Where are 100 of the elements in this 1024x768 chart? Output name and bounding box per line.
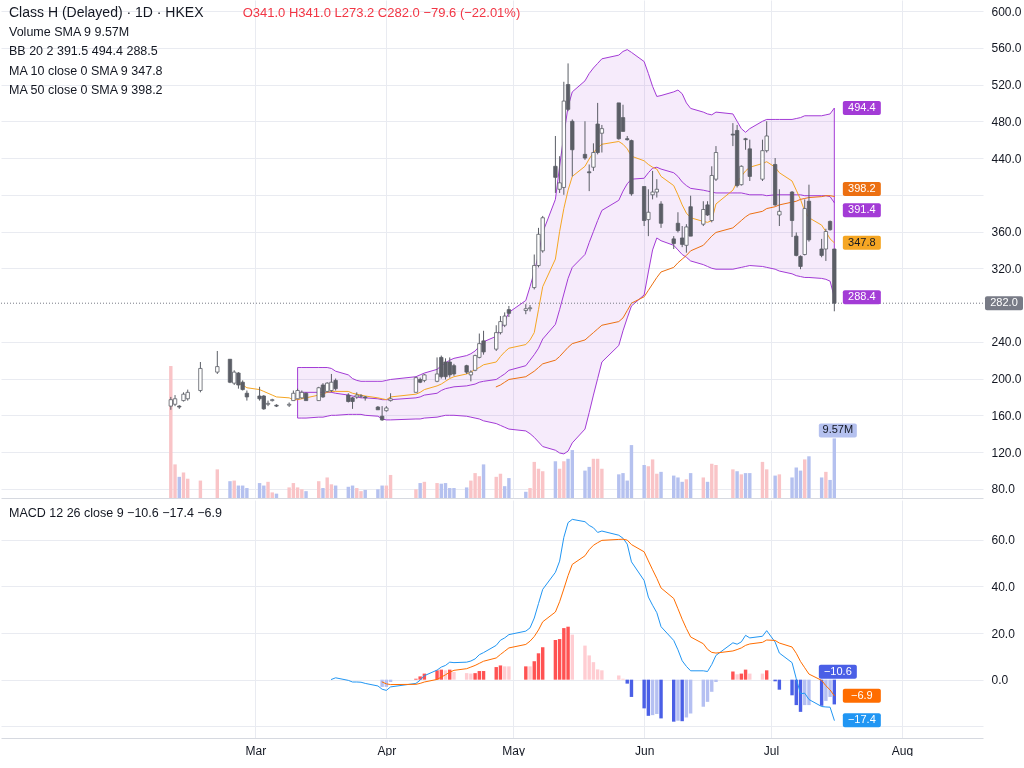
bar — [464, 487, 469, 498]
data-label: −10.6 — [823, 664, 852, 677]
bar — [304, 491, 308, 498]
y-tick-label: 560.0 — [991, 41, 1022, 56]
bar — [587, 466, 591, 498]
bar — [731, 469, 735, 498]
bar — [819, 477, 824, 498]
bar — [464, 673, 469, 680]
candlestick — [646, 188, 651, 237]
bar — [266, 481, 270, 498]
y-tick-label: 200.0 — [991, 372, 1022, 387]
bar — [583, 470, 587, 498]
bar — [676, 679, 680, 721]
data-label: −17.4 — [847, 713, 876, 726]
x-tick-label: Jul — [763, 743, 780, 758]
y-tick-label: 0.0 — [991, 673, 1009, 688]
y-tick-label: 360.0 — [991, 225, 1022, 240]
bar — [502, 666, 507, 680]
line-series — [495, 195, 835, 388]
bar — [435, 483, 439, 498]
data-label: −6.9 — [850, 688, 873, 701]
x-tick-label: Mar — [245, 743, 267, 758]
bar — [680, 679, 684, 722]
annotation: MA 50 close 0 SMA 9 398.2 — [9, 83, 163, 98]
candlestick — [481, 330, 486, 356]
candlestick — [599, 124, 604, 154]
x-tick-label: Jun — [634, 743, 655, 758]
bar — [676, 477, 680, 498]
candlestick — [582, 120, 588, 161]
y-tick-label: 160.0 — [991, 408, 1022, 423]
bar — [414, 489, 418, 498]
y-tick-label: 20.0 — [991, 626, 1016, 641]
annotation: BB 20 2 391.5 494.4 288.5 — [9, 44, 158, 59]
bar — [617, 675, 621, 680]
bar — [524, 491, 528, 498]
bar — [481, 671, 486, 680]
candlestick — [701, 200, 706, 227]
bar — [524, 666, 528, 680]
data-label: 391.4 — [848, 203, 876, 216]
bar — [731, 671, 735, 680]
candlestick — [329, 373, 334, 393]
bar — [701, 477, 706, 498]
bar — [380, 485, 384, 498]
bar — [477, 671, 482, 680]
bar — [680, 481, 684, 498]
bar — [655, 679, 659, 714]
data-label: 398.2 — [848, 181, 876, 194]
bar — [473, 473, 477, 498]
bar — [621, 473, 625, 498]
ref-line-label: 282.0 — [990, 296, 1018, 309]
bar — [659, 679, 663, 719]
candlestick — [680, 225, 685, 248]
bar — [528, 666, 532, 680]
y-tick-label: 40.0 — [991, 579, 1016, 594]
bar — [469, 673, 473, 680]
annotation: 494.4 — [848, 101, 876, 114]
candlestick — [443, 357, 448, 380]
candlestick — [447, 356, 452, 379]
y-tick-label: 240.0 — [991, 335, 1022, 350]
y-tick-label: 120.0 — [991, 445, 1022, 460]
bar — [376, 489, 380, 498]
bar — [507, 478, 511, 498]
bar — [773, 475, 777, 498]
bar — [359, 491, 363, 498]
annotation: 288.4 — [848, 290, 876, 303]
bar — [300, 489, 304, 498]
y-tick-label: 600.0 — [991, 4, 1022, 19]
data-label: 347.8 — [848, 235, 876, 248]
bar — [566, 626, 570, 680]
candlestick — [527, 304, 533, 312]
annotation: MA 10 close 0 SMA 9 347.8 — [9, 63, 163, 78]
bar — [507, 666, 511, 680]
y-tick-label: 80.0 — [991, 482, 1016, 497]
bar — [321, 488, 325, 498]
candlestick — [658, 200, 664, 229]
data-label: 9.57M — [822, 423, 854, 436]
annotation: MACD 12 26 close 9 −10.6 −17.4 −6.9 — [9, 506, 223, 520]
candlestick — [287, 401, 292, 408]
bar — [583, 645, 587, 680]
candlestick — [439, 355, 444, 380]
bar — [452, 488, 456, 498]
bar — [807, 456, 811, 498]
bar — [562, 461, 566, 498]
bar — [714, 465, 718, 498]
candlestick — [434, 356, 440, 383]
bar — [600, 670, 604, 680]
candlestick — [675, 211, 681, 233]
bar — [824, 471, 828, 498]
bar — [325, 477, 329, 498]
y-tick-label: 60.0 — [991, 533, 1016, 548]
bar — [452, 671, 456, 680]
bar — [418, 483, 422, 498]
bar — [735, 471, 739, 498]
bar — [498, 665, 503, 680]
bar — [473, 673, 477, 680]
y-tick-label: 480.0 — [991, 114, 1022, 129]
bar — [764, 670, 769, 680]
bar — [642, 465, 646, 498]
bar — [807, 679, 811, 706]
y-tick-label: 440.0 — [991, 151, 1022, 166]
